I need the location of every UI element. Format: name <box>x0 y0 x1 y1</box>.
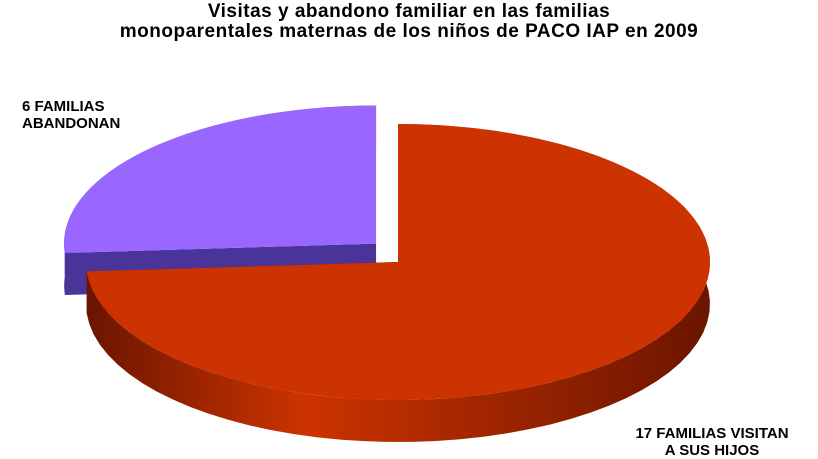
chart-title-line-2: monoparentales maternas de los niños de … <box>119 21 699 42</box>
slice-abandonan-top <box>64 105 377 253</box>
slice-label-abandonan-line-1: 6 FAMILIAS <box>22 98 105 115</box>
slice-label-abandonan: 6 FAMILIAS ABANDONAN <box>22 98 120 132</box>
slice-label-visitan-line-1: 17 FAMILIAS VISITAN <box>635 425 789 442</box>
chart-title-line-1: Visitas y abandono familiar en las famil… <box>207 1 611 22</box>
slice-visitan-top <box>86 124 710 401</box>
slice-label-visitan-line-2: A SUS HIJOS <box>664 442 760 459</box>
slice-label-visitan: 17 FAMILIAS VISITAN A SUS HIJOS <box>612 425 812 459</box>
slice-label-abandonan-line-2: ABANDONAN <box>22 115 121 132</box>
